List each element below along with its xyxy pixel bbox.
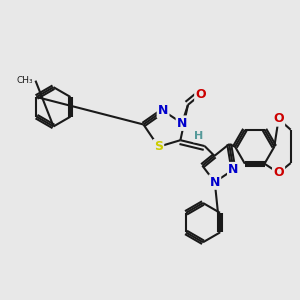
Text: N: N: [228, 163, 239, 176]
Text: O: O: [195, 88, 206, 101]
Text: O: O: [273, 112, 284, 125]
Text: N: N: [177, 117, 187, 130]
Text: N: N: [210, 176, 220, 189]
Text: CH₃: CH₃: [17, 76, 34, 85]
Text: H: H: [194, 131, 203, 141]
Text: O: O: [273, 167, 284, 179]
Text: N: N: [158, 104, 168, 117]
Text: S: S: [154, 140, 163, 153]
